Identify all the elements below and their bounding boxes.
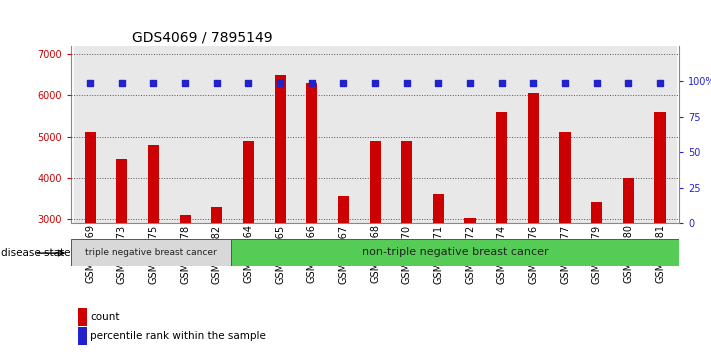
Bar [264,46,296,223]
Point [242,80,254,86]
Bar [180,215,191,342]
Point [560,80,571,86]
Bar [231,239,679,266]
Point [591,80,602,86]
Point [338,80,349,86]
Point [179,80,191,86]
Bar [486,46,518,223]
Bar [518,46,549,223]
Bar [391,46,422,223]
Text: GDS4069 / 7895149: GDS4069 / 7895149 [132,31,272,45]
Point [496,80,508,86]
Point [116,80,127,86]
Bar [454,46,486,223]
Point [464,80,476,86]
Point [401,80,412,86]
Text: disease state: disease state [1,248,70,258]
Point [654,80,665,86]
Point [370,80,381,86]
Bar [74,46,106,223]
Text: non-triple negative breast cancer: non-triple negative breast cancer [362,247,548,257]
Bar [201,46,232,223]
Bar [85,132,96,342]
Bar [71,239,231,266]
Bar [169,46,201,223]
Point [528,80,539,86]
Bar [370,141,380,342]
Bar [138,46,169,223]
Point [274,80,286,86]
Text: count: count [90,312,119,322]
Bar [232,46,264,223]
Bar [211,206,223,342]
Bar [422,46,454,223]
Text: percentile rank within the sample: percentile rank within the sample [90,331,266,341]
Bar [644,46,676,223]
Point [623,80,634,86]
Bar [654,112,665,342]
Point [433,80,444,86]
Bar [328,46,359,223]
Bar [296,46,328,223]
Bar [581,46,612,223]
Bar [528,93,539,342]
Point [211,80,223,86]
Bar [116,159,127,342]
Bar [496,112,507,342]
Bar [612,46,644,223]
Bar [338,196,349,342]
Bar [243,141,254,342]
Bar [623,178,634,342]
Bar [106,46,138,223]
Bar [274,75,286,342]
Bar [401,141,412,342]
Bar [148,145,159,342]
Bar [359,46,391,223]
Bar [560,132,570,342]
Bar [464,218,476,342]
Point [306,80,317,86]
Point [148,80,159,86]
Bar [591,202,602,342]
Bar [433,194,444,342]
Point [85,80,96,86]
Bar [549,46,581,223]
Bar [306,83,317,342]
Text: triple negative breast cancer: triple negative breast cancer [85,248,217,257]
